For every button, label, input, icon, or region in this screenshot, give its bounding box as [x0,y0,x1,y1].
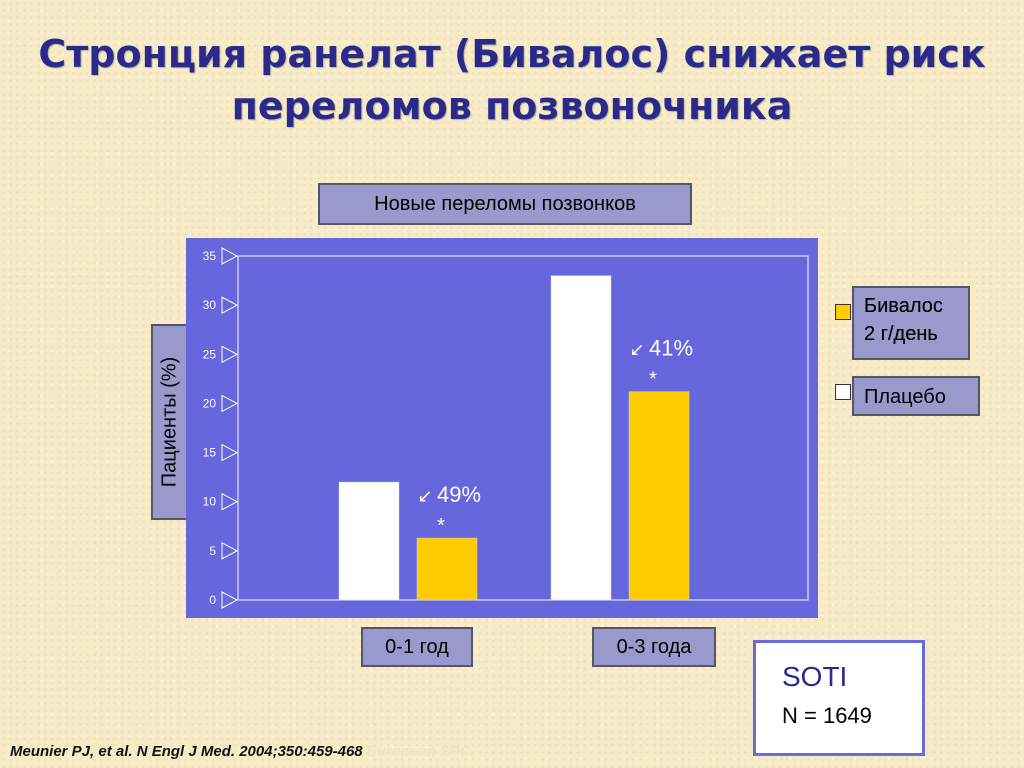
legend-label-bivalos: Бивалос 2 г/день [852,286,970,360]
y-tick-label: 30 [203,298,217,312]
plot-area-border [237,255,809,601]
y-tick-label: 25 [203,347,217,361]
y-tick-marker [221,345,239,364]
slide-title: Стронция ранелат (Бивалос) снижает риск … [0,28,1024,132]
legend-swatch-placebo [835,384,851,400]
citation-faint-text: European SPC. [366,743,476,760]
significance-marker: * [437,515,445,537]
y-tick-label: 10 [203,495,217,509]
reduction-label: 49% [437,482,481,507]
chart-title: Новые переломы позвонков [318,183,692,225]
y-tick-marker [221,591,239,609]
bar-bivalos [416,537,478,601]
y-tick-marker [221,443,239,462]
slide-title-line2: переломов позвоночника [231,84,793,128]
plot-background [186,238,818,618]
reduction-label: 41% [649,336,693,361]
legend-label-bivalos-line1: Бивалос [864,295,943,317]
down-arrow-icon: ↙ [629,340,644,361]
bar-bivalos [628,391,690,601]
y-tick-label: 15 [203,446,217,460]
y-tick-label: 35 [203,249,217,263]
citation-text: Meunier PJ, et al. N Engl J Med. 2004;35… [10,743,363,760]
y-tick-marker [221,247,239,265]
legend-label-placebo: Плацебо [852,376,980,416]
y-tick-label: 0 [209,593,216,607]
bar-placebo [550,275,612,601]
category-label-year3: 0-3 года [592,627,716,667]
legend-label-bivalos-line2: 2 г/день [864,323,938,345]
bar-placebo [338,481,400,601]
y-tick-label: 20 [203,396,217,410]
study-info-box: SOTI N = 1649 [753,640,925,756]
study-sample-size: N = 1649 [782,703,872,728]
y-tick-marker [221,542,239,560]
y-tick-marker [221,296,239,314]
down-arrow-icon: ↙ [417,486,432,507]
y-axis-label-box: Пациенты (%) [151,324,189,520]
y-tick-marker [221,394,239,413]
y-tick-label: 5 [209,544,216,558]
y-axis-label: Пациенты (%) [158,356,181,488]
legend-swatch-bivalos [835,304,851,320]
y-tick-marker [221,492,239,511]
category-label-year1: 0-1 год [361,627,473,667]
significance-marker: * [649,369,657,391]
citation: Meunier PJ, et al. N Engl J Med. 2004;35… [10,743,475,760]
slide-title-line1: Стронция ранелат (Бивалос) снижает риск [38,32,986,76]
study-name: SOTI [782,661,848,692]
